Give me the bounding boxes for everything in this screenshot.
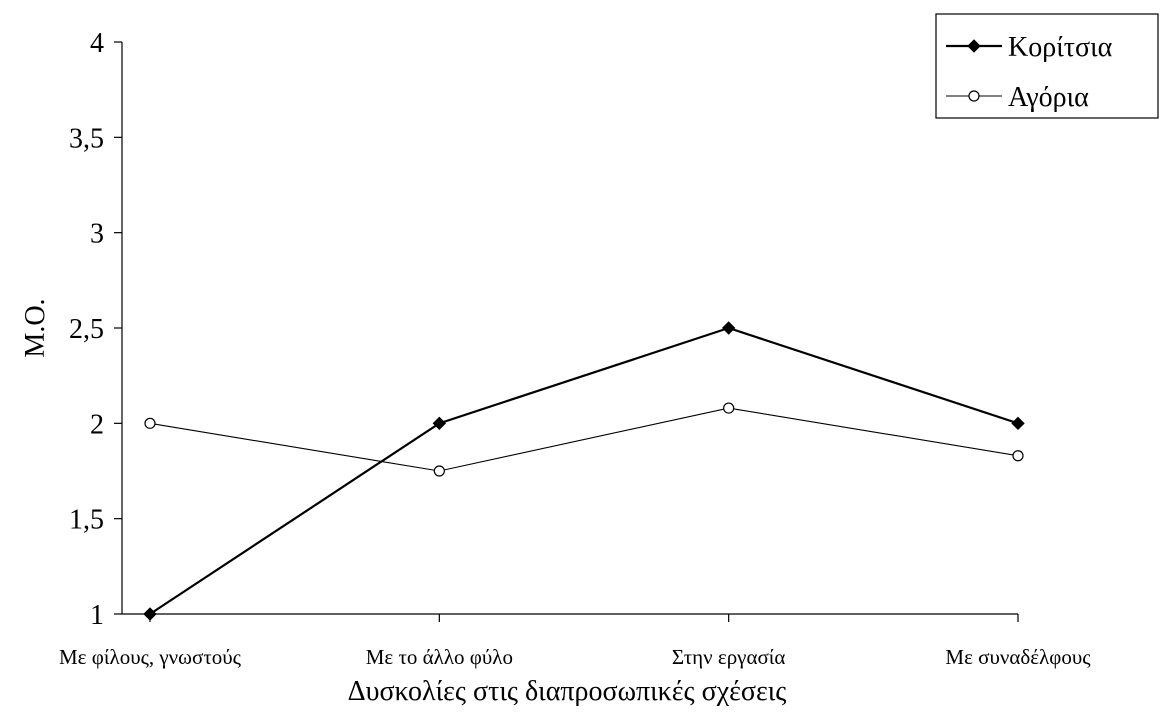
x-tick-label: Στην εργασία	[672, 645, 786, 669]
legend-marker	[967, 39, 981, 53]
data-point	[1011, 416, 1025, 431]
legend-entry: Κορίτσια	[946, 32, 1113, 63]
series-girls	[143, 321, 1025, 621]
data-point	[1012, 450, 1024, 462]
axes	[114, 41, 1019, 622]
data-point	[723, 402, 735, 414]
legend-entry: Αγόρια	[946, 82, 1089, 113]
y-tick-label: 2	[90, 409, 104, 440]
series-line	[149, 407, 1019, 472]
y-tick-label: 3	[90, 219, 104, 250]
data-point	[721, 321, 736, 335]
y-axis-title: Μ.Ο.	[20, 298, 51, 357]
data-point	[433, 465, 445, 477]
x-tick-label: Με φίλους, γνωστούς	[59, 645, 242, 669]
y-tick-label: 3,5	[69, 123, 104, 154]
x-tick-label: Με συναδέλφους	[945, 645, 1091, 669]
data-point	[144, 417, 156, 429]
series-boys	[144, 402, 1024, 477]
y-tick-label: 1,5	[69, 505, 104, 536]
data-point	[143, 607, 157, 621]
legend-marker	[968, 90, 980, 102]
x-axis-title: Δυσκολίες στις διαπροσωπικές σχέσεις	[348, 676, 787, 707]
labels: 1 1,5 2 2,5 3 3,5 4 Με φίλους, γνωστούς Με το άλ…	[20, 28, 1091, 707]
data-point	[432, 416, 447, 431]
legend: Κορίτσια Αγόρια	[935, 13, 1159, 119]
y-tick-label: 1	[90, 600, 104, 631]
series-layer	[143, 321, 1025, 621]
y-tick-label: 2,5	[69, 314, 104, 345]
legend-label: Κορίτσια	[1008, 32, 1113, 63]
x-tick-label: Με το άλλο φύλο	[366, 645, 513, 669]
y-tick-label: 4	[90, 28, 104, 59]
legend-label: Αγόρια	[1008, 82, 1089, 113]
series-line	[149, 326, 1019, 615]
